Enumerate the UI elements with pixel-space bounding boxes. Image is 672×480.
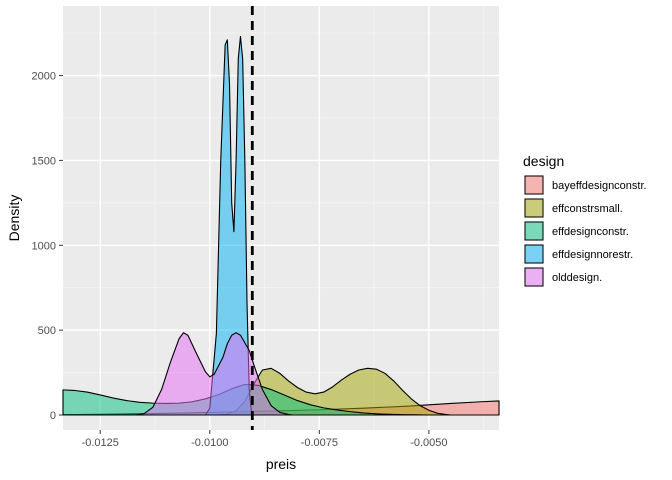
legend-label: effdesignconstr. xyxy=(552,226,629,238)
legend-item: effdesignnorestr. xyxy=(524,244,633,264)
legend-items: bayeffdesignconstr. effconstrsmall. effdes… xyxy=(524,175,647,287)
legend-key-swatch xyxy=(524,198,544,218)
y-axis-ticks: 0 500 1000 1500 2000 xyxy=(32,71,63,422)
legend-label: olddesign. xyxy=(552,272,602,284)
density-area-olddesign xyxy=(134,332,294,416)
legend-label: effconstrsmall. xyxy=(552,203,623,215)
legend-item: effconstrsmall. xyxy=(524,198,623,218)
x-tick-label: -0.0050 xyxy=(410,437,447,449)
y-tick-label: 1500 xyxy=(32,155,56,167)
y-tick-label: 500 xyxy=(38,325,56,337)
y-tick-label: 1000 xyxy=(32,240,56,252)
minor-gridlines xyxy=(63,6,499,430)
legend-title: design xyxy=(523,153,564,169)
x-tick-label: -0.0075 xyxy=(301,437,338,449)
x-axis-ticks: -0.0125 -0.0100 -0.0075 -0.0050 xyxy=(82,430,448,449)
x-tick-label: -0.0125 xyxy=(82,437,119,449)
legend-key-swatch xyxy=(524,221,544,241)
y-tick-label: 2000 xyxy=(32,71,56,83)
plot-panel xyxy=(63,6,499,430)
x-axis-title: preis xyxy=(266,456,296,472)
legend-item: olddesign. xyxy=(524,267,602,287)
x-tick-label: -0.0100 xyxy=(191,437,228,449)
legend-label: effdesignnorestr. xyxy=(552,249,633,261)
legend-key-swatch xyxy=(524,175,544,195)
legend-item: effdesignconstr. xyxy=(524,221,629,241)
y-axis-title: Density xyxy=(6,195,22,242)
legend-item: bayeffdesignconstr. xyxy=(524,175,647,195)
legend: design bayeffdesignconstr. effconstrsmall… xyxy=(523,153,647,287)
legend-key-swatch xyxy=(524,244,544,264)
y-tick-label: 0 xyxy=(50,410,56,422)
density-areas xyxy=(62,35,500,416)
legend-label: bayeffdesignconstr. xyxy=(552,180,647,192)
legend-key-swatch xyxy=(524,267,544,287)
